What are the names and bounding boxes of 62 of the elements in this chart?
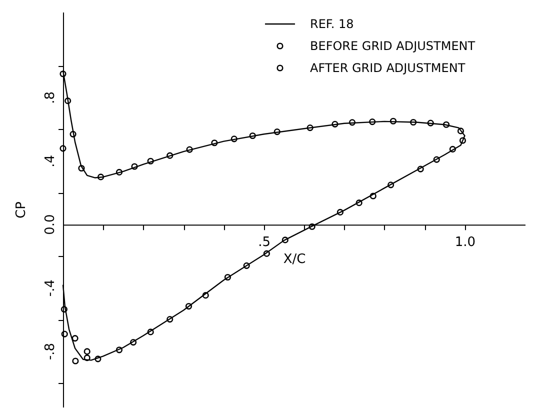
point: [116, 168, 123, 176]
point: [147, 328, 154, 336]
point: [166, 152, 174, 159]
point: [61, 330, 68, 338]
point: [282, 236, 288, 244]
point: [84, 348, 90, 355]
point: [97, 174, 104, 180]
point: [84, 354, 90, 362]
legend-label: AFTER GRID ADJUSTMENT: [310, 61, 466, 75]
point: [433, 156, 440, 163]
point: [308, 223, 316, 230]
x-tick-label: .5: [258, 235, 271, 250]
y-tick-label: -.8: [43, 342, 58, 360]
point: [186, 146, 193, 153]
y-tick-label: -.4: [43, 279, 58, 297]
point: [427, 120, 434, 126]
point: [224, 274, 232, 281]
y-tick-label: .8: [43, 91, 58, 104]
point: [457, 128, 464, 134]
point: [166, 316, 174, 323]
point: [306, 124, 314, 132]
point: [60, 306, 68, 313]
point: [348, 119, 356, 126]
point: [185, 302, 192, 310]
point: [390, 118, 397, 124]
point: [263, 250, 270, 257]
point: [356, 200, 362, 206]
point: [449, 146, 456, 153]
point: [72, 335, 78, 342]
point: [442, 121, 450, 128]
point: [94, 356, 102, 362]
point: [60, 70, 66, 78]
point: [72, 358, 79, 364]
point: [388, 182, 394, 188]
x-tick-label: 1.0: [454, 235, 476, 250]
x-axis-title: X/C: [283, 252, 306, 268]
point: [130, 338, 137, 346]
point: [60, 145, 66, 152]
point: [417, 166, 424, 172]
point: [332, 120, 338, 128]
point: [70, 130, 76, 138]
point: [147, 158, 154, 164]
point: [243, 262, 250, 269]
point: [370, 192, 376, 200]
point: [211, 140, 218, 146]
point: [336, 208, 344, 216]
point: [274, 128, 280, 136]
point: [459, 137, 466, 144]
point: [249, 132, 256, 140]
point: [78, 164, 85, 172]
y-axis-title: CP: [14, 201, 29, 218]
point: [202, 292, 209, 299]
y-tick-label: .4: [43, 154, 58, 168]
legend-label: REF. 18: [310, 17, 354, 31]
point: [64, 98, 72, 104]
point: [410, 118, 417, 126]
point: [116, 346, 123, 354]
point: [131, 163, 138, 170]
point: [230, 136, 238, 142]
legend-label: BEFORE GRID ADJUSTMENT: [310, 39, 476, 53]
point: [369, 118, 376, 126]
y-tick-label: 0.0: [43, 214, 58, 235]
